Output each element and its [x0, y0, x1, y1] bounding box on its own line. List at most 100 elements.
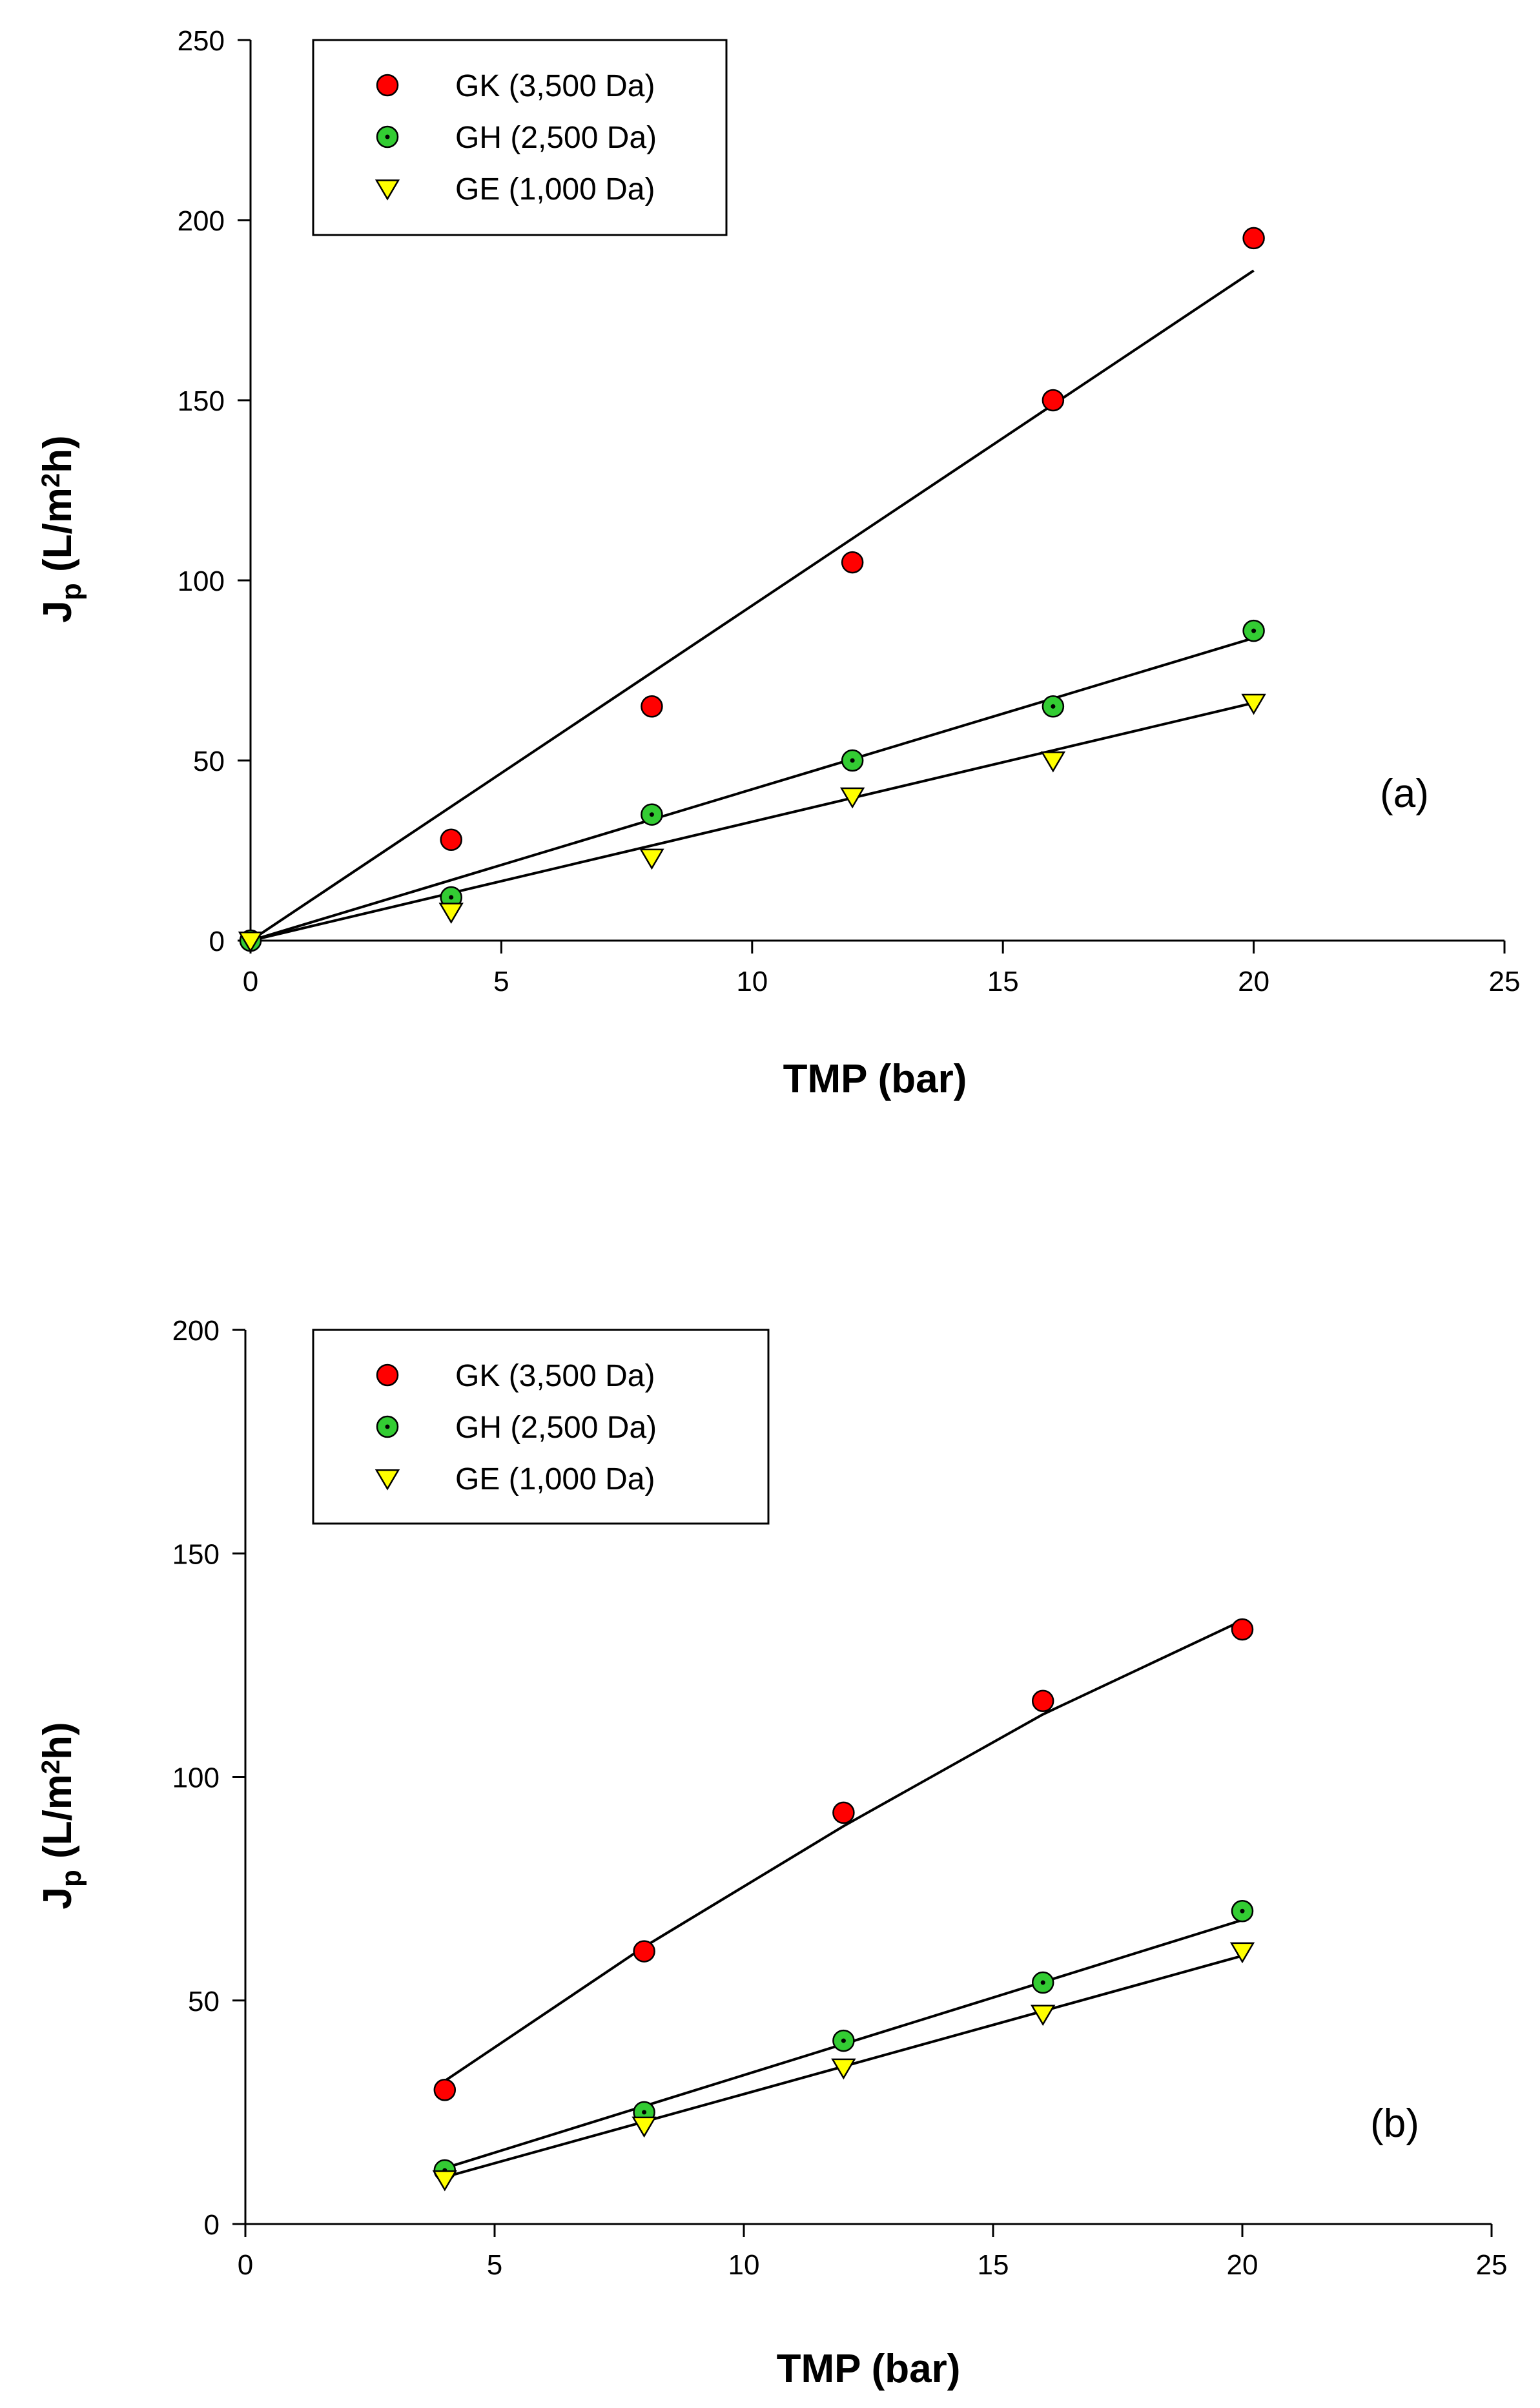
- fit-line-series-1: [444, 1619, 1243, 2083]
- y-label-main: J: [36, 1887, 80, 1909]
- legend-marker-fill: [376, 74, 399, 97]
- data-point: [631, 2116, 657, 2138]
- data-point: [433, 2079, 457, 2101]
- x-tick-label: 0: [238, 2249, 253, 2281]
- data-point: [1042, 695, 1065, 718]
- legend-label: GK (3,500 Da): [455, 1359, 655, 1393]
- data-point-fill: [1042, 389, 1065, 412]
- y-tick-label: 0: [209, 926, 225, 957]
- legend-label: GE (1,000 Da): [455, 1462, 655, 1496]
- legend-marker-center-dot: [385, 134, 390, 139]
- data-point-center-dot: [449, 895, 454, 900]
- fit-line-series-2: [250, 637, 1255, 942]
- data-point-center-dot: [649, 812, 654, 817]
- data-point: [238, 932, 263, 953]
- data-point: [1040, 751, 1066, 773]
- legend-marker-center-dot: [385, 1424, 390, 1429]
- y-label-superscript: 2: [37, 473, 65, 487]
- data-point-fill: [832, 1801, 855, 1824]
- legend-marker: [376, 1415, 399, 1438]
- data-point: [1231, 1900, 1254, 1923]
- data-point-center-dot: [1040, 1980, 1045, 1985]
- data-point: [438, 903, 464, 924]
- x-tick-label: 25: [1489, 966, 1521, 997]
- y-tick-label: 100: [178, 566, 225, 597]
- legend-marker: [375, 179, 400, 201]
- data-point: [1242, 227, 1265, 250]
- y-tick-label: 100: [172, 1762, 220, 1794]
- y-label-superscript: 2: [37, 1760, 65, 1774]
- y-tick-label: 200: [172, 1315, 220, 1347]
- y-tick-label: 200: [178, 205, 225, 237]
- y-label-unit-end: h): [36, 435, 80, 473]
- data-point: [1241, 693, 1266, 715]
- data-point: [841, 551, 864, 574]
- y-tick-label: 150: [178, 385, 225, 417]
- x-tick-label: 10: [728, 2249, 760, 2281]
- legend-label: GK (3,500 Da): [455, 69, 655, 103]
- x-tick-label: 20: [1238, 966, 1269, 997]
- data-point-center-dot: [1251, 628, 1257, 633]
- series-2: [433, 1900, 1254, 2182]
- data-point-fill: [433, 2079, 457, 2101]
- y-label-unit-end: h): [36, 1722, 80, 1760]
- fit-line-series-3: [250, 701, 1255, 942]
- y-axis-label: Jp (L/m2h): [36, 435, 87, 622]
- x-tick-label: 5: [487, 2249, 502, 2281]
- data-point-fill: [1231, 1618, 1254, 1641]
- y-tick-label: 50: [193, 746, 225, 777]
- data-point: [639, 848, 664, 870]
- data-point: [1031, 2005, 1056, 2026]
- legend: GK (3,500 Da) GH (2,500 Da) GE (1,000 Da): [312, 1329, 770, 1525]
- y-label-subscript: p: [56, 583, 87, 600]
- y-label-unit: (L/m: [36, 1774, 80, 1870]
- data-point: [831, 2058, 856, 2080]
- data-point-center-dot: [841, 2038, 846, 2043]
- x-tick-label: 15: [987, 966, 1019, 997]
- x-axis-label: TMP (bar): [783, 1057, 967, 1101]
- data-point: [633, 1940, 655, 1963]
- y-tick-label: 150: [172, 1538, 220, 1570]
- data-point: [1042, 389, 1065, 412]
- data-point: [641, 803, 663, 826]
- data-point-center-dot: [850, 758, 855, 763]
- series-3: [432, 1942, 1255, 2192]
- series-1: [239, 227, 1265, 952]
- x-tick-label: 20: [1227, 2249, 1258, 2281]
- data-point-fill: [841, 551, 864, 574]
- data-point: [432, 2170, 457, 2192]
- x-tick-label: 0: [243, 966, 258, 997]
- y-label-subscript: p: [56, 1870, 87, 1887]
- data-point-fill: [633, 1940, 655, 1963]
- panel-label: (b): [1370, 2101, 1419, 2146]
- fit-line-series-1: [249, 269, 1255, 942]
- data-point-fill: [1031, 1689, 1054, 1713]
- legend-marker: [376, 74, 399, 97]
- x-tick-label: 5: [493, 966, 509, 997]
- data-point: [1231, 1618, 1254, 1641]
- series-3: [238, 693, 1266, 953]
- legend-marker: [376, 125, 399, 148]
- legend-marker: [375, 1469, 400, 1491]
- data-point: [832, 1801, 855, 1824]
- data-point: [1242, 619, 1265, 642]
- data-point: [641, 695, 663, 718]
- data-point-center-dot: [642, 2110, 647, 2115]
- data-point: [1031, 1689, 1054, 1713]
- data-point: [1229, 1942, 1255, 1964]
- chart-panel-b: 0 5 10 15 20 25 0 50 100 150 200 TMP (bar) Jp (L/m2h…: [36, 1315, 1507, 2391]
- panel-label: (a): [1380, 771, 1429, 816]
- y-tick-label: 0: [204, 2209, 220, 2241]
- data-point-fill: [440, 828, 462, 852]
- x-tick-label: 10: [736, 966, 768, 997]
- legend-label: GH (2,500 Da): [455, 121, 657, 155]
- data-point-center-dot: [1051, 704, 1056, 709]
- y-tick-label: 50: [188, 1986, 220, 2017]
- data-point: [841, 749, 864, 772]
- x-axis-label: TMP (bar): [777, 2347, 961, 2391]
- data-point: [440, 828, 462, 852]
- x-tick-label: 25: [1476, 2249, 1508, 2281]
- legend: GK (3,500 Da) GH (2,500 Da) GE (1,000 Da): [312, 39, 728, 236]
